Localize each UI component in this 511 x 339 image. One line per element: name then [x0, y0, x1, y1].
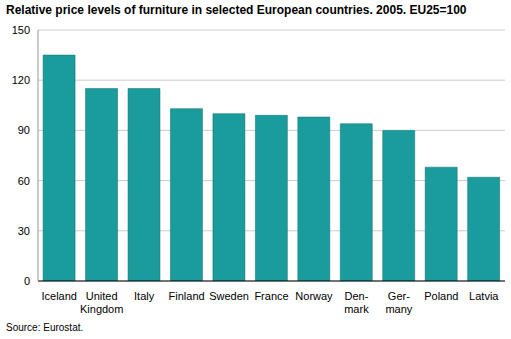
- svg-text:90: 90: [18, 124, 30, 136]
- svg-text:Finland: Finland: [169, 290, 205, 302]
- svg-text:Poland: Poland: [424, 290, 458, 302]
- svg-text:120: 120: [12, 74, 30, 86]
- svg-text:Italy: Italy: [134, 290, 155, 302]
- svg-text:150: 150: [12, 24, 30, 36]
- svg-text:Ger-many: Ger-many: [385, 290, 412, 315]
- svg-text:Sweden: Sweden: [209, 290, 249, 302]
- svg-text:Den-mark: Den-mark: [344, 290, 369, 315]
- svg-text:Norway: Norway: [295, 290, 333, 302]
- svg-text:Latvia: Latvia: [469, 290, 499, 302]
- svg-text:60: 60: [18, 175, 30, 187]
- svg-text:UnitedKingdom: UnitedKingdom: [80, 290, 123, 315]
- svg-text:0: 0: [24, 275, 30, 287]
- svg-text:Iceland: Iceland: [41, 290, 76, 302]
- html-text:Source: Eurostat.: Source: Eurostat.: [6, 322, 84, 333]
- html-text:Relative price levels of furni: Relative price levels of furniture in se…: [6, 3, 467, 17]
- svg-text:France: France: [254, 290, 288, 302]
- svg-text:30: 30: [18, 225, 30, 237]
